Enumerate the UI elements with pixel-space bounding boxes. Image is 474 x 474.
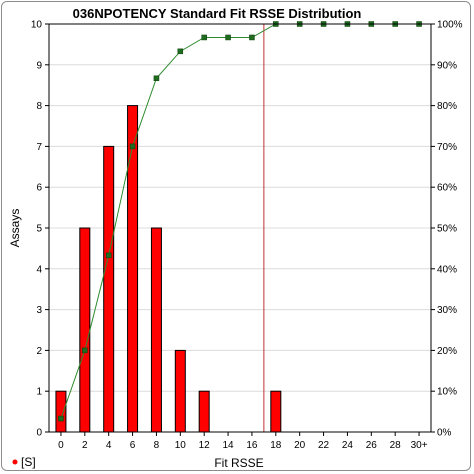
y2-tick-label: 50%	[437, 224, 457, 235]
y-tick-label: 0	[36, 428, 42, 439]
x-tick-label: 4	[106, 440, 112, 451]
x-tick-label: 0	[58, 440, 64, 451]
y2-tick-label: 20%	[437, 346, 457, 357]
y-tick-label: 8	[36, 101, 42, 112]
legend-label: [S]	[21, 455, 36, 469]
cumulative-marker	[58, 415, 64, 422]
y2-tick-label: 90%	[437, 60, 457, 71]
x-tick-label: 20	[294, 440, 306, 451]
chart-title: 036NPOTENCY Standard Fit RSSE Distributi…	[73, 6, 362, 21]
x-tick-label: 14	[223, 440, 235, 451]
x-tick-label: 8	[154, 440, 160, 451]
cumulative-marker	[129, 143, 136, 150]
x-tick-label: 30+	[411, 440, 428, 451]
y2-tick-label: 70%	[437, 142, 457, 153]
cumulative-marker	[225, 34, 231, 41]
y-tick-label: 1	[36, 387, 42, 398]
cumulative-marker	[82, 347, 88, 354]
cumulative-marker	[153, 75, 160, 82]
bar	[55, 390, 67, 433]
y2-tick-label: 10%	[437, 387, 457, 398]
cumulative-marker	[177, 48, 184, 55]
y-axis-label: Assays	[8, 209, 22, 248]
bar	[79, 227, 91, 433]
y2-tick-label: 40%	[437, 264, 457, 275]
x-tick-label: 24	[342, 440, 354, 451]
x-tick-label: 28	[390, 440, 402, 451]
y-tick-label: 9	[36, 60, 42, 71]
y2-tick-label: 30%	[437, 305, 457, 316]
bar	[103, 145, 115, 433]
y-tick-label: 10	[31, 20, 43, 31]
y-tick-label: 7	[36, 142, 42, 153]
cumulative-marker	[105, 252, 112, 259]
legend-marker	[12, 459, 18, 465]
y-tick-label: 2	[36, 346, 42, 357]
bar	[198, 390, 210, 433]
y2-tick-label: 60%	[437, 183, 457, 194]
x-tick-label: 10	[175, 440, 187, 451]
y-tick-label: 3	[36, 305, 42, 316]
y-tick-label: 6	[36, 183, 42, 194]
x-tick-label: 16	[246, 440, 258, 451]
cumulative-marker	[201, 34, 207, 41]
x-tick-label: 22	[318, 440, 330, 451]
y-tick-label: 4	[36, 264, 42, 275]
x-axis-label: Fit RSSE	[214, 456, 263, 470]
bar	[174, 349, 186, 433]
y2-tick-label: 0%	[437, 428, 452, 439]
x-tick-label: 12	[199, 440, 211, 451]
y-tick-label: 5	[36, 224, 42, 235]
bar	[270, 390, 282, 433]
y2-tick-label: 80%	[437, 101, 457, 112]
x-tick-label: 18	[270, 440, 282, 451]
bar	[150, 227, 162, 433]
bar	[127, 105, 139, 433]
y2-tick-label: 100%	[437, 20, 463, 31]
x-tick-label: 2	[82, 440, 88, 451]
x-tick-label: 6	[130, 440, 136, 451]
x-tick-label: 26	[366, 440, 378, 451]
cumulative-marker	[249, 34, 255, 41]
